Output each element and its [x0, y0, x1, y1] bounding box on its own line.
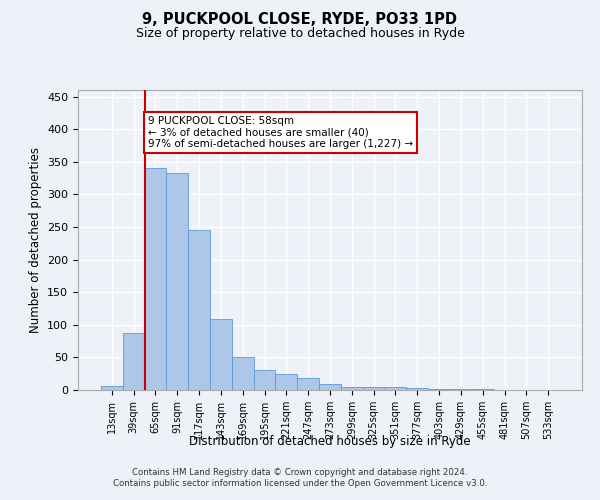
Bar — [341, 386, 363, 390]
Text: 9 PUCKPOOL CLOSE: 58sqm
← 3% of detached houses are smaller (40)
97% of semi-det: 9 PUCKPOOL CLOSE: 58sqm ← 3% of detached… — [148, 116, 413, 150]
Bar — [166, 173, 188, 390]
Text: Distribution of detached houses by size in Ryde: Distribution of detached houses by size … — [189, 435, 471, 448]
Bar — [406, 388, 428, 390]
Bar — [297, 378, 319, 390]
Bar — [145, 168, 166, 390]
Text: Size of property relative to detached houses in Ryde: Size of property relative to detached ho… — [136, 28, 464, 40]
Bar — [123, 332, 145, 390]
Bar — [363, 388, 385, 390]
Bar — [232, 358, 254, 390]
Bar — [319, 384, 341, 390]
Y-axis label: Number of detached properties: Number of detached properties — [29, 147, 41, 333]
Bar — [385, 388, 406, 390]
Text: 9, PUCKPOOL CLOSE, RYDE, PO33 1PD: 9, PUCKPOOL CLOSE, RYDE, PO33 1PD — [143, 12, 458, 28]
Text: Contains HM Land Registry data © Crown copyright and database right 2024.
Contai: Contains HM Land Registry data © Crown c… — [113, 468, 487, 487]
Bar — [188, 230, 210, 390]
Bar — [275, 374, 297, 390]
Bar — [254, 370, 275, 390]
Bar — [210, 319, 232, 390]
Bar — [101, 386, 123, 390]
